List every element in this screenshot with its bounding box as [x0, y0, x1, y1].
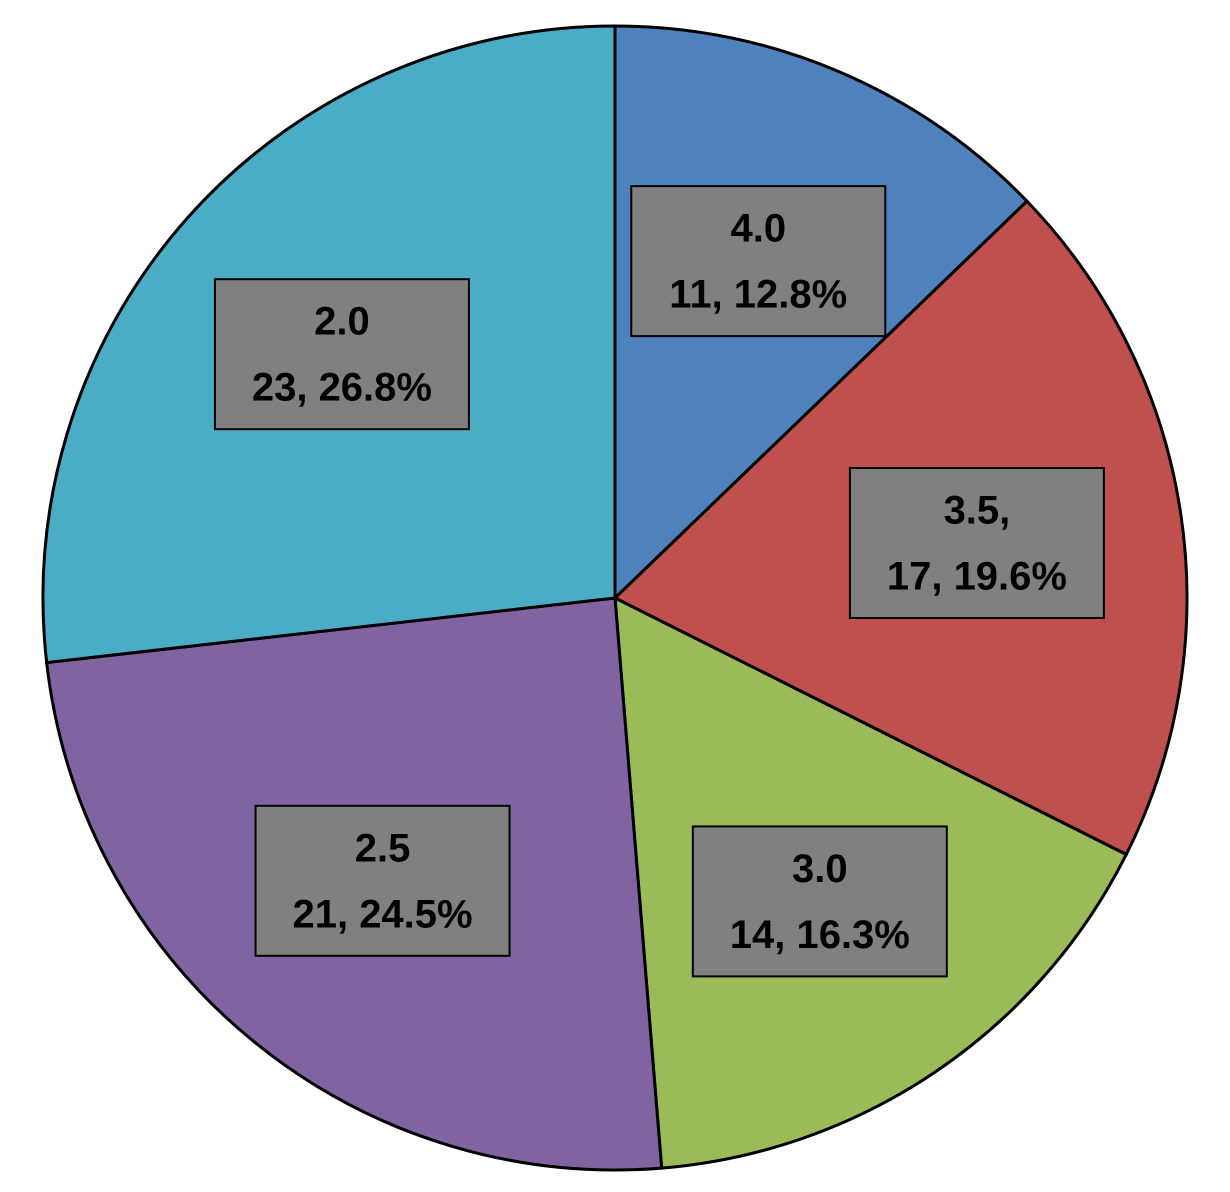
data-label: 21, 24.5%	[292, 892, 472, 936]
label-box	[213, 278, 470, 431]
data-label: 14, 16.3%	[730, 913, 910, 957]
category-label: 3.5,	[944, 489, 1011, 533]
data-label: 11, 12.8%	[669, 273, 847, 317]
category-label: 3.0	[792, 847, 848, 891]
label-box	[254, 804, 511, 957]
data-label: 23, 26.8%	[252, 366, 432, 410]
label-box	[691, 825, 948, 978]
category-label: 4.0	[730, 207, 786, 251]
category-label: 2.0	[314, 300, 370, 344]
label-box	[848, 467, 1105, 620]
label-box	[630, 185, 887, 338]
data-label: 17, 19.6%	[887, 555, 1067, 599]
category-label: 2.5	[355, 826, 411, 870]
